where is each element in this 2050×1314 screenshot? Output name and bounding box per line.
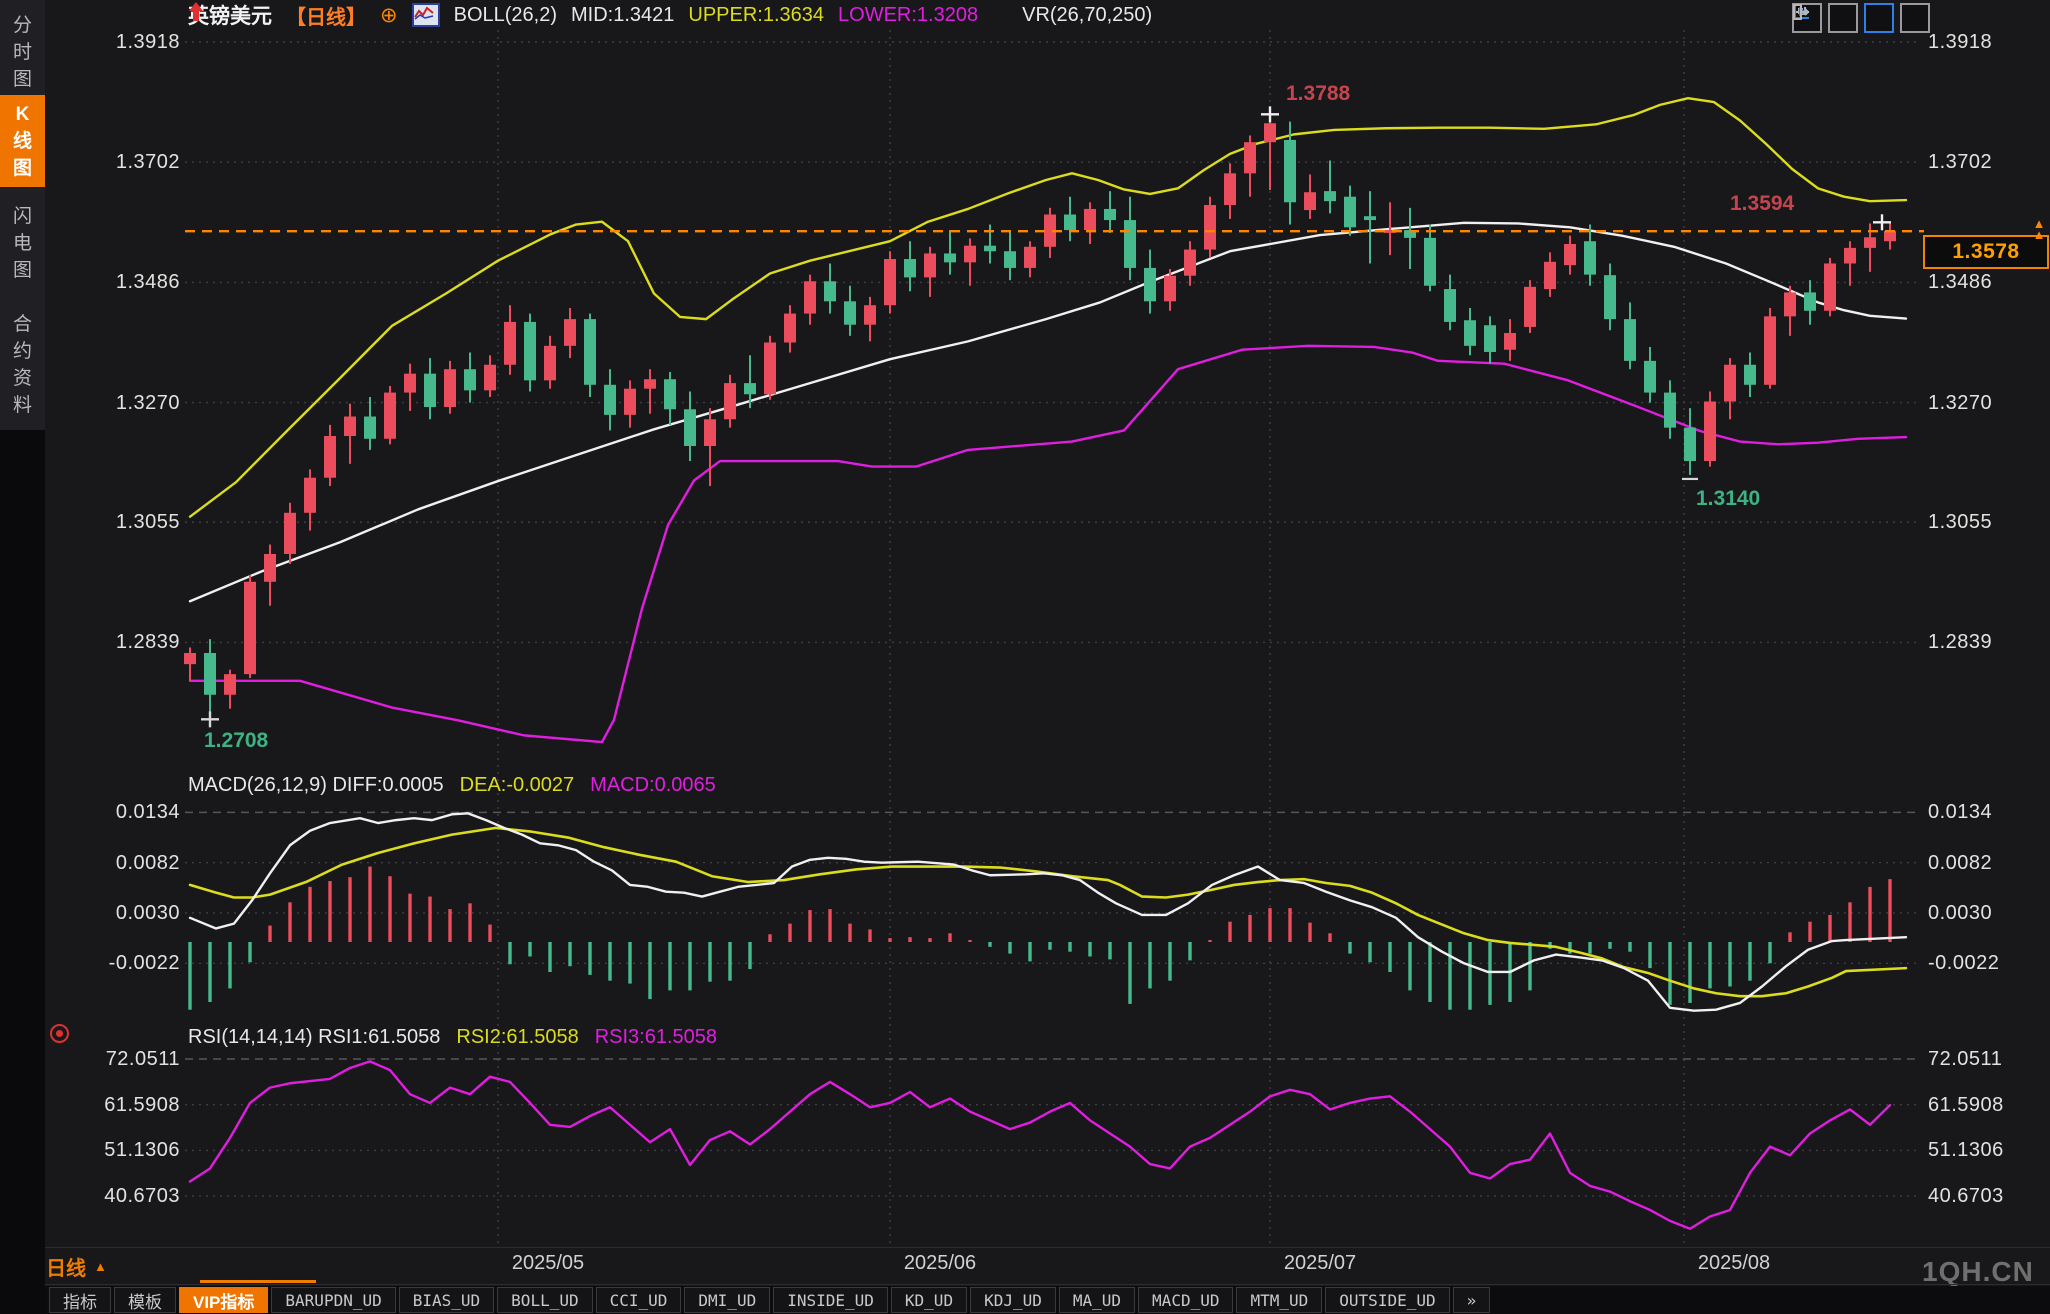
rsi-tick-right: 61.5908 bbox=[1928, 1093, 2004, 1116]
macd-tick-right: 0.0082 bbox=[1928, 851, 1993, 874]
macd-tick-right: 0.0134 bbox=[1928, 801, 1993, 824]
tab-BIAS_UD[interactable]: BIAS_UD bbox=[398, 1287, 495, 1313]
period-selector[interactable]: 日线 ▲ bbox=[46, 1252, 107, 1281]
boll-lower-value: LOWER:1.3208 bbox=[838, 3, 979, 26]
boll-upper-value: UPPER:1.3634 bbox=[688, 3, 825, 26]
tab-MTM_UD[interactable]: MTM_UD bbox=[1236, 1287, 1323, 1313]
separator bbox=[45, 1284, 2050, 1285]
chart-header: 英镑美元 【日线】 ⊕ BOLL(26,2) MID:1.3421 UPPER:… bbox=[188, 2, 1153, 29]
macd-tick-left: 0.0134 bbox=[115, 801, 180, 824]
annotation-low: 1.2708 bbox=[204, 729, 269, 753]
rsi-tick-left: 61.5908 bbox=[104, 1093, 180, 1116]
boll-mid-value: MID:1.3421 bbox=[571, 3, 675, 26]
rsi-title: RSI(14,14,14) RSI1:61.5058 bbox=[188, 1026, 441, 1048]
symbol-name: 英镑美元 bbox=[188, 5, 272, 28]
price-tick-right: 1.3918 bbox=[1928, 31, 1993, 53]
price-tick-right: 1.3702 bbox=[1928, 151, 1993, 174]
tab-BOLL_UD[interactable]: BOLL_UD bbox=[497, 1287, 593, 1313]
price-tick-left: 1.3702 bbox=[115, 151, 180, 174]
rsi-tick-right: 72.0511 bbox=[1928, 1048, 2003, 1070]
time-axis-label: 2025/07 bbox=[1283, 1252, 1357, 1274]
tab-KDJ_UD[interactable]: KDJ_UD bbox=[970, 1287, 1056, 1313]
sidebar-item-1[interactable]: 分时图 bbox=[0, 10, 45, 94]
tab-INSIDE_UD[interactable]: INSIDE_UD bbox=[773, 1287, 888, 1313]
mini-chart-icon[interactable] bbox=[411, 3, 440, 27]
price-tick-right: 1.2839 bbox=[1928, 631, 1993, 654]
macd-macd-value: MACD:0.0065 bbox=[590, 774, 716, 796]
rsi-tick-left: 51.1306 bbox=[104, 1139, 180, 1162]
tab-指标[interactable]: 指标 bbox=[49, 1287, 111, 1313]
macd-tick-left: 0.0082 bbox=[115, 851, 180, 874]
tab-DMI_UD[interactable]: DMI_UD bbox=[684, 1287, 771, 1313]
indicator-tab-bar: 指标 模板 VIP指标 BARUPDN_UD BIAS_UD BOLL_UD CCI_UD D… bbox=[45, 1286, 2050, 1314]
annotation-swing-high: 1.3594 bbox=[1730, 192, 1795, 216]
tab-MA_UD[interactable]: MA_UD bbox=[1058, 1287, 1136, 1313]
sidebar-item-4[interactable]: 合约资料 bbox=[0, 308, 45, 422]
tab-VIP指标[interactable]: VIP指标 bbox=[179, 1287, 269, 1313]
tab-MACD_UD[interactable]: MACD_UD bbox=[1138, 1287, 1234, 1313]
rsi-tick-right: 40.6703 bbox=[1928, 1185, 2004, 1208]
macd-tick-right: 0.0030 bbox=[1928, 901, 1993, 924]
period-selector-label: 日线 bbox=[46, 1258, 86, 1280]
annotation-high: 1.3788 bbox=[1286, 82, 1351, 106]
time-axis-label: 2025/06 bbox=[903, 1252, 977, 1274]
price-tick-left: 1.3918 bbox=[115, 31, 180, 53]
rsi3-value: RSI3:61.5058 bbox=[594, 1026, 718, 1048]
price-tick-left: 1.2839 bbox=[115, 631, 180, 654]
macd-tick-left: -0.0022 bbox=[108, 952, 180, 975]
period-caret-icon: ▲ bbox=[94, 1259, 107, 1274]
sidebar-item-3[interactable]: 闪电图 bbox=[0, 198, 45, 288]
time-axis-label: 2025/08 bbox=[1697, 1252, 1771, 1274]
macd-header: MACD(26,12,9) DIFF:0.0005 DEA:-0.0027 MA… bbox=[188, 774, 716, 797]
rsi-header: RSI(14,14,14) RSI1:61.5058 RSI2:61.5058 … bbox=[188, 1026, 717, 1049]
alert-bullet-icon[interactable] bbox=[50, 1024, 69, 1043]
tab-BARUPDN_UD[interactable]: BARUPDN_UD bbox=[271, 1287, 396, 1313]
rsi2-value: RSI2:61.5058 bbox=[456, 1026, 579, 1048]
macd-dea-value: DEA:-0.0027 bbox=[459, 774, 575, 796]
separator bbox=[45, 1247, 2050, 1248]
tab-模板[interactable]: 模板 bbox=[114, 1287, 176, 1313]
tab-»[interactable]: » bbox=[1452, 1287, 1491, 1313]
price-tick-right: 1.3270 bbox=[1928, 391, 1993, 414]
price-tick-left: 1.3055 bbox=[115, 511, 180, 534]
watermark: 1QH.CN bbox=[1922, 1256, 2034, 1287]
rsi-tick-left: 72.0511 bbox=[105, 1048, 180, 1070]
price-tick-left: 1.3270 bbox=[115, 391, 180, 414]
tab-CCI_UD[interactable]: CCI_UD bbox=[595, 1287, 682, 1313]
boll-label: BOLL(26,2) bbox=[453, 3, 557, 26]
chart-axes-icon[interactable] bbox=[1794, 3, 1858, 33]
macd-title: MACD(26,12,9) DIFF:0.0005 bbox=[188, 774, 444, 796]
price-marker-double-arrow-icon[interactable]: ▲ ▲ bbox=[2032, 216, 2046, 243]
tab-KD_UD[interactable]: KD_UD bbox=[890, 1287, 968, 1313]
vr-label: VR(26,70,250) bbox=[1022, 3, 1153, 26]
price-tick-right: 1.3055 bbox=[1928, 511, 1993, 534]
chart-layout-toolbar bbox=[1792, 3, 1930, 33]
price-tick-left: 1.3486 bbox=[115, 271, 180, 294]
macd-tick-right: -0.0022 bbox=[1928, 952, 2000, 975]
chart-play-icon[interactable] bbox=[1794, 3, 1894, 33]
current-price-box: 1.3578 bbox=[1923, 235, 2049, 270]
time-axis-label: 2025/05 bbox=[511, 1252, 585, 1274]
annotation-swing-low: 1.3140 bbox=[1696, 486, 1761, 510]
price-tick-right: 1.3486 bbox=[1928, 271, 1993, 294]
tab-OUTSIDE_UD[interactable]: OUTSIDE_UD bbox=[1325, 1287, 1450, 1313]
period-tag[interactable]: 【日线】 bbox=[286, 6, 366, 29]
rsi-tick-left: 40.6703 bbox=[104, 1185, 180, 1208]
chart-exit-icon[interactable] bbox=[1793, 3, 1930, 33]
price-up-arrow-icon bbox=[189, 2, 1008, 25]
add-indicator-icon[interactable]: ⊕ bbox=[380, 3, 398, 27]
rsi-tick-right: 51.1306 bbox=[1928, 1139, 2004, 1162]
chart-scroll-indicator[interactable] bbox=[200, 1280, 316, 1283]
macd-tick-left: 0.0030 bbox=[115, 901, 180, 924]
